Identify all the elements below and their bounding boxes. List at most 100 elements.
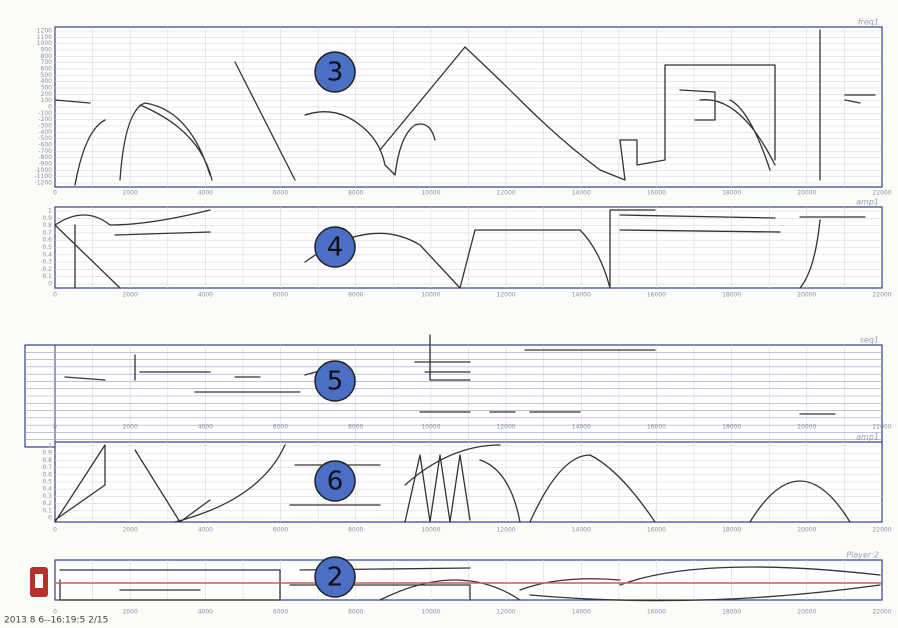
x-tick-label: 20000: [797, 527, 816, 534]
y-tick-label: 1200: [37, 28, 52, 35]
x-tick-label: 8000: [348, 424, 363, 431]
y-tick-label: 0: [48, 281, 52, 288]
x-tick-label: 14000: [572, 292, 591, 299]
step-marker: 3: [314, 51, 356, 93]
y-tick-label: -500: [38, 135, 52, 142]
y-tick-label: -1100: [35, 173, 53, 180]
y-tick-label: 1100: [37, 34, 52, 41]
panel-label: seq1: [860, 336, 879, 345]
x-tick-label: 2000: [123, 190, 138, 197]
x-tick-label: 12000: [497, 190, 516, 197]
x-tick-label: 2000: [123, 609, 138, 616]
x-tick-label: 10000: [421, 190, 440, 197]
x-tick-label: 16000: [647, 609, 666, 616]
x-tick-label: 2000: [123, 424, 138, 431]
x-tick-label: 4000: [198, 292, 213, 299]
y-tick-label: 0.4: [42, 486, 52, 493]
y-tick-label: 700: [41, 59, 53, 66]
player-sketch: [30, 566, 882, 602]
x-tick-label: 12000: [497, 609, 516, 616]
x-tick-label: 14000: [572, 424, 591, 431]
marker-number: 2: [327, 563, 344, 593]
marker-number: 5: [327, 367, 344, 397]
x-tick-label: 22000: [872, 292, 891, 299]
panel-label: freq1: [858, 18, 879, 27]
y-tick-label: -1200: [35, 180, 53, 187]
x-tick-label: 10000: [421, 609, 440, 616]
y-tick-label: 0.7: [42, 229, 52, 236]
panel-label: amp1: [856, 198, 879, 207]
x-tick-label: 6000: [273, 609, 288, 616]
y-tick-label: -100: [38, 110, 52, 117]
x-tick-label: 14000: [572, 527, 591, 534]
x-tick-label: 14000: [572, 190, 591, 197]
x-tick-label: 10000: [421, 424, 440, 431]
x-tick-label: 18000: [722, 609, 741, 616]
x-tick-label: 22000: [872, 527, 891, 534]
y-tick-label: 0.9: [42, 215, 52, 222]
y-tick-label: 0.6: [42, 471, 52, 478]
y-tick-label: -200: [38, 116, 52, 123]
x-tick-label: 8000: [348, 527, 363, 534]
y-tick-label: 0.2: [42, 500, 52, 507]
y-tick-label: 0: [48, 515, 52, 522]
y-tick-label: -800: [38, 154, 52, 161]
y-tick-label: 1000: [37, 40, 52, 47]
y-tick-label: 300: [41, 85, 53, 92]
x-tick-label: 16000: [647, 424, 666, 431]
y-tick-label: 0.7: [42, 464, 52, 471]
x-tick-label: 20000: [797, 424, 816, 431]
marker-number: 4: [327, 233, 344, 263]
x-tick-label: 16000: [647, 527, 666, 534]
y-tick-label: 0: [48, 104, 52, 111]
y-tick-label: 0.4: [42, 251, 52, 258]
x-tick-label: 20000: [797, 292, 816, 299]
panel: 10.90.80.70.60.50.40.30.20.100 2000 4000 60…: [42, 433, 891, 534]
x-tick-label: 10000: [421, 527, 440, 534]
panel-label: Player:2: [846, 551, 879, 560]
x-tick-label: 6000: [273, 292, 288, 299]
amp-sketch: [54, 209, 866, 289]
y-tick-label: 0.3: [42, 493, 52, 500]
x-tick-label: 18000: [722, 292, 741, 299]
panel: 0 2000 4000 6000 8000 10000 12000 14000 16000 180…: [24, 336, 892, 448]
y-tick-label: 1: [48, 443, 52, 450]
marker-circle: [314, 51, 356, 93]
marker-circle: [314, 556, 356, 598]
y-tick-label: 200: [41, 91, 53, 98]
y-tick-label: 0.5: [42, 479, 52, 486]
x-tick-label: 6000: [273, 527, 288, 534]
x-tick-label: 2000: [123, 527, 138, 534]
x-tick-label: 18000: [722, 527, 741, 534]
x-tick-label: 12000: [497, 527, 516, 534]
y-tick-label: -700: [38, 148, 52, 155]
x-tick-label: 18000: [722, 424, 741, 431]
x-tick-label: 20000: [797, 609, 816, 616]
x-tick-label: 12000: [497, 424, 516, 431]
x-tick-label: 4000: [198, 527, 213, 534]
freq-sketch: [54, 29, 876, 186]
x-tick-label: 0: [53, 292, 57, 299]
x-tick-label: 6000: [273, 190, 288, 197]
x-tick-label: 4000: [198, 424, 213, 431]
y-tick-label: 100: [41, 97, 53, 104]
x-tick-label: 22000: [872, 609, 891, 616]
x-tick-label: 0: [53, 609, 57, 616]
x-tick-label: 16000: [647, 292, 666, 299]
y-tick-label: 0.3: [42, 259, 52, 266]
x-tick-label: 14000: [572, 609, 591, 616]
timestamp: 2013 8 6--16:19:5 2/15: [4, 616, 108, 626]
y-tick-label: 500: [41, 72, 53, 79]
x-tick-label: 8000: [348, 190, 363, 197]
y-tick-label: 0.2: [42, 266, 52, 273]
y-tick-label: -400: [38, 129, 52, 136]
x-tick-label: 20000: [797, 190, 816, 197]
x-tick-label: 8000: [348, 609, 363, 616]
y-tick-label: 800: [41, 53, 53, 60]
y-tick-label: -900: [38, 161, 52, 168]
y-tick-label: 900: [41, 47, 53, 54]
y-tick-label: -600: [38, 142, 52, 149]
y-tick-label: 1: [48, 208, 52, 215]
x-tick-label: 0: [53, 527, 57, 534]
x-tick-label: 12000: [497, 292, 516, 299]
